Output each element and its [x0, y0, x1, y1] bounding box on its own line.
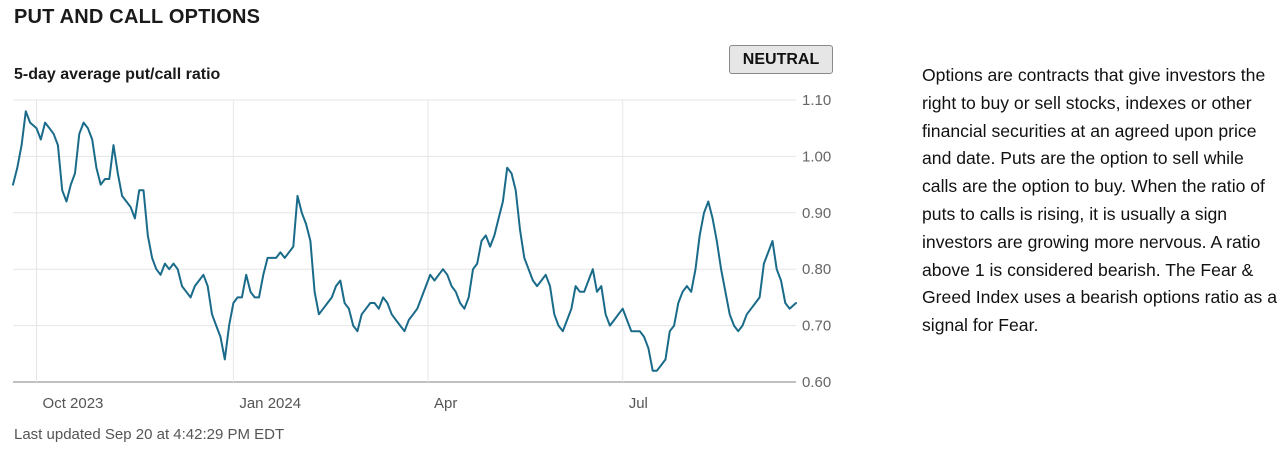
chart-title: 5-day average put/call ratio: [14, 66, 221, 83]
x-tick-label: Jan 2024: [239, 395, 301, 412]
y-tick-label: 0.60: [802, 374, 831, 391]
y-tick-label: 1.10: [802, 92, 831, 109]
x-tick-label: Jul: [629, 395, 648, 412]
y-tick-label: 0.80: [802, 261, 831, 278]
y-tick-label: 0.70: [802, 318, 831, 335]
rating-badge: NEUTRAL: [729, 45, 833, 74]
description-text: Options are contracts that give investor…: [922, 65, 1278, 336]
put-call-ratio-line: [12, 110, 797, 372]
x-tick-label: Apr: [434, 395, 457, 412]
y-tick-label: 0.90: [802, 205, 831, 222]
x-tick-label: Oct 2023: [43, 395, 104, 412]
last-updated-text: Last updated Sep 20 at 4:42:29 PM EDT: [14, 426, 285, 443]
section-title: PUT AND CALL OPTIONS: [14, 6, 261, 28]
y-tick-label: 1.00: [802, 148, 831, 165]
put-call-ratio-chart: 1.10 1.00 0.90 0.80 0.70 0.60 Oct 2023 Jan 2024…: [12, 92, 831, 412]
